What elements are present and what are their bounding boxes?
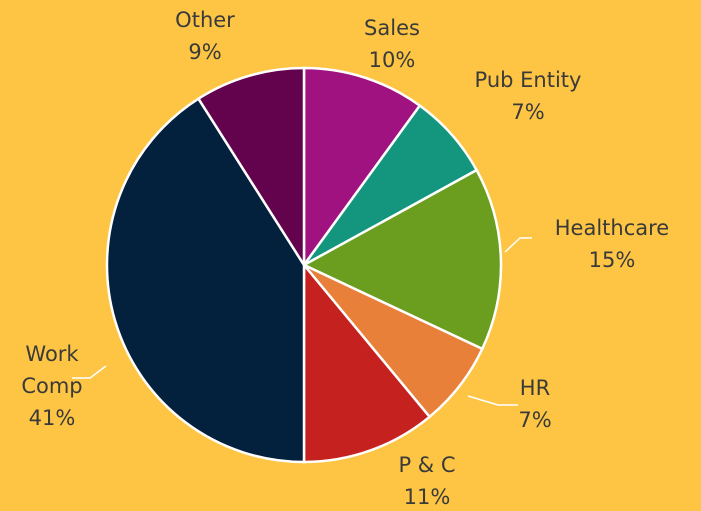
slice — [302, 261, 432, 464]
value-label: 15% — [588, 248, 636, 272]
slice-label: Healthcare 15% — [555, 212, 669, 276]
slice-label: Work Comp 41% — [2, 338, 102, 434]
slice — [196, 66, 306, 270]
category-name: Sales — [364, 16, 420, 40]
category-name: Pub Entity — [474, 68, 582, 92]
slice-label: Sales 10% — [364, 12, 420, 76]
leader-line — [72, 365, 107, 379]
slice — [302, 66, 422, 269]
category-name: Healthcare — [554, 216, 670, 240]
slice-label: Other 9% — [175, 4, 235, 68]
value-label: 9% — [188, 40, 222, 64]
slice-label: HR 7% — [518, 372, 551, 436]
category-name: P & C — [398, 453, 456, 477]
leader-line — [504, 237, 532, 253]
slice-label: Pub Entity 7% — [475, 64, 582, 128]
leader-line — [467, 395, 518, 406]
value-label: 7% — [518, 408, 552, 432]
slice — [301, 168, 503, 351]
category-name: HR — [519, 376, 551, 400]
value-label: 41% — [28, 406, 76, 430]
value-label: 7% — [511, 100, 545, 124]
category-name: Work Comp — [21, 342, 83, 398]
slice-label: P & C 11% — [398, 449, 455, 511]
category-name: Other — [175, 8, 235, 32]
value-label: 11% — [403, 485, 451, 509]
value-label: 10% — [368, 48, 416, 72]
